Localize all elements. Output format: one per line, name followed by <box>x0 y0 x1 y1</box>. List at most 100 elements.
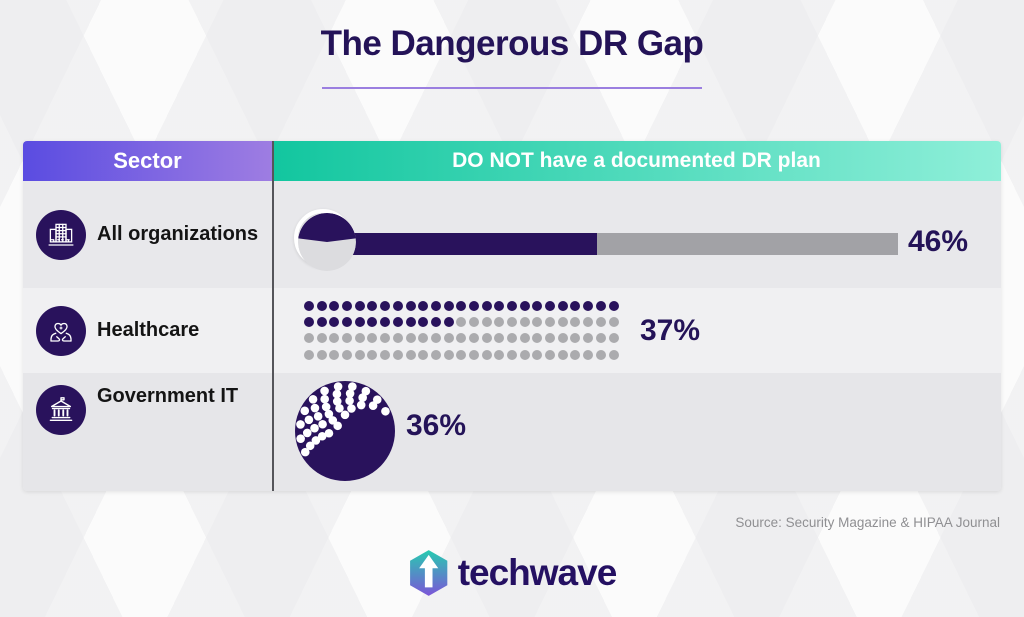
matrix-dot <box>545 349 556 360</box>
sector-label: Government IT <box>97 385 239 407</box>
matrix-dot <box>507 349 517 360</box>
sector-cell-government-it: Government IT <box>23 373 274 491</box>
techwave-logo: techwave <box>408 549 617 597</box>
matrix-dot <box>354 349 365 360</box>
matrix-dot <box>430 301 441 311</box>
progress-bar <box>340 233 898 255</box>
matrix-dot <box>443 333 454 344</box>
matrix-dot <box>304 301 314 311</box>
matrix-dot <box>405 301 416 311</box>
matrix-dot <box>430 333 441 344</box>
matrix-dot <box>329 349 340 360</box>
matrix-dot <box>481 317 492 328</box>
matrix-dot <box>481 349 492 360</box>
matrix-dot <box>494 317 505 328</box>
matrix-dot <box>418 301 429 311</box>
matrix-dot <box>392 317 403 328</box>
matrix-dot <box>456 349 467 360</box>
matrix-dot <box>494 333 505 344</box>
matrix-dot <box>380 301 391 311</box>
matrix-dot <box>608 301 619 311</box>
matrix-dot <box>507 333 517 344</box>
matrix-dot <box>519 301 530 311</box>
matrix-dot <box>532 333 543 344</box>
matrix-dot <box>507 317 517 328</box>
page-title: The Dangerous DR Gap <box>320 24 704 63</box>
matrix-dot <box>430 317 441 328</box>
matrix-dot <box>557 317 568 328</box>
matrix-dot <box>608 349 619 360</box>
matrix-dot <box>392 333 403 344</box>
matrix-dot <box>443 349 454 360</box>
techwave-logo-icon <box>410 550 448 596</box>
matrix-dot <box>304 333 314 344</box>
matrix-dot <box>481 301 492 311</box>
matrix-dot <box>608 317 619 328</box>
techwave-logo-text: techwave <box>457 552 618 593</box>
matrix-dot <box>494 349 505 360</box>
matrix-dot <box>494 301 505 311</box>
matrix-dot <box>468 333 479 344</box>
matrix-dot <box>557 333 568 344</box>
table-row: All organizations 46% <box>23 181 1001 288</box>
matrix-dot <box>468 301 479 311</box>
matrix-dot <box>557 301 568 311</box>
matrix-dot <box>367 349 378 360</box>
sector-cell-all-organizations: All organizations <box>23 181 274 288</box>
matrix-dot <box>595 301 606 311</box>
matrix-dot <box>304 317 314 328</box>
matrix-dot <box>342 349 353 360</box>
matrix-dot <box>570 317 581 328</box>
matrix-dot <box>456 301 467 311</box>
matrix-dot <box>392 349 403 360</box>
matrix-dot <box>329 301 340 311</box>
pie-chart <box>294 209 356 271</box>
matrix-dot <box>545 333 556 344</box>
matrix-dot <box>519 333 530 344</box>
table-header: Sector DO NOT have a documented DR plan <box>23 141 1001 181</box>
matrix-dot <box>595 333 606 344</box>
matrix-dot <box>329 333 340 344</box>
value-label: 46% <box>908 225 969 258</box>
matrix-dot <box>583 317 594 328</box>
table-row: Healthcare 37% <box>23 288 1001 373</box>
matrix-dot <box>507 301 517 311</box>
progress-bar-fill <box>340 233 597 255</box>
matrix-dot <box>342 317 353 328</box>
matrix-dot <box>545 317 556 328</box>
dotted-circle-chart <box>293 379 397 488</box>
sector-label: All organizations <box>97 223 259 245</box>
matrix-dot <box>608 333 619 344</box>
sector-cell-healthcare: Healthcare <box>23 288 274 373</box>
value-label: 37% <box>640 314 701 347</box>
matrix-dot <box>405 333 416 344</box>
matrix-dot <box>468 317 479 328</box>
matrix-dot <box>405 349 416 360</box>
matrix-dot <box>354 317 365 328</box>
matrix-dot <box>456 333 467 344</box>
matrix-dot <box>519 349 530 360</box>
matrix-dot <box>354 301 365 311</box>
dot-matrix-chart <box>304 301 619 360</box>
matrix-dot <box>570 301 581 311</box>
matrix-dot <box>583 349 594 360</box>
matrix-dot <box>354 333 365 344</box>
matrix-dot <box>316 349 327 360</box>
matrix-dot <box>418 349 429 360</box>
matrix-dot <box>316 301 327 311</box>
matrix-dot <box>443 301 454 311</box>
viz-cell-government-it: 36% <box>274 373 1001 491</box>
matrix-dot <box>405 317 416 328</box>
matrix-dot <box>532 301 543 311</box>
matrix-dot <box>380 317 391 328</box>
matrix-dot <box>595 317 606 328</box>
matrix-dot <box>329 317 340 328</box>
table-row: Government IT 36% <box>23 373 1001 491</box>
matrix-dot <box>380 333 391 344</box>
matrix-dot <box>595 349 606 360</box>
source-note: Source: Security Magazine & HIPAA Journa… <box>735 515 1000 530</box>
matrix-dot <box>519 317 530 328</box>
matrix-dot <box>570 349 581 360</box>
matrix-dot <box>557 349 568 360</box>
matrix-dot <box>367 301 378 311</box>
